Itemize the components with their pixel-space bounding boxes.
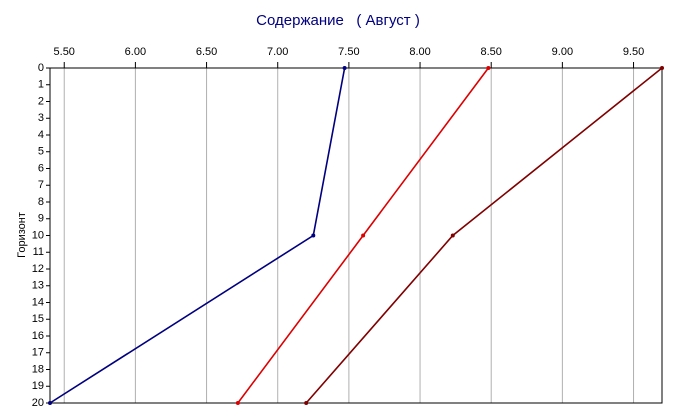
y-tick-label: 6 <box>38 162 44 174</box>
point <box>486 66 491 70</box>
y-tick-label: 7 <box>38 179 44 191</box>
point <box>361 233 366 238</box>
y-tick-label: 3 <box>38 112 44 124</box>
y-tick-label: 4 <box>38 129 44 141</box>
series-line <box>305 67 663 404</box>
point <box>450 233 455 238</box>
y-tick-label: 13 <box>32 280 44 292</box>
chart-title: Содержание ( Август ) <box>256 12 420 29</box>
x-tick-label: 5.50 <box>54 46 75 58</box>
y-tick-label: 12 <box>32 263 44 275</box>
y-tick-label: 10 <box>32 229 44 241</box>
point <box>235 401 240 405</box>
point <box>660 66 664 70</box>
x-tick-label: 7.00 <box>267 46 288 58</box>
x-tick-label: 7.50 <box>338 46 359 58</box>
y-tick-label: 9 <box>38 213 44 225</box>
y-tick-label: 17 <box>32 347 44 359</box>
point <box>304 401 309 405</box>
point <box>311 233 316 238</box>
y-tick-label: 2 <box>38 95 44 107</box>
x-tick-label: 8.50 <box>480 46 501 58</box>
x-tick-label: 6.00 <box>125 46 146 58</box>
x-tick-label: 8.00 <box>409 46 430 58</box>
y-tick-label: 20 <box>32 397 44 409</box>
y-tick-label: 8 <box>38 196 44 208</box>
x-tick-label: 9.00 <box>552 46 573 58</box>
y-tick-label: 5 <box>38 146 44 158</box>
series-line <box>49 67 346 404</box>
plot-frame <box>49 67 663 404</box>
y-tick-label: 11 <box>33 246 44 258</box>
y-axis-label: Горизонт <box>16 212 28 258</box>
y-tick-label: 15 <box>32 313 44 325</box>
y-tick-label: 16 <box>32 330 44 342</box>
point <box>342 66 347 70</box>
y-tick-label: 18 <box>32 363 44 375</box>
x-tick-label: 9.50 <box>623 46 644 58</box>
x-tick-label: 6.50 <box>196 46 217 58</box>
y-tick-label: 14 <box>32 296 44 308</box>
point <box>48 401 52 405</box>
y-tick-label: 0 <box>38 62 44 74</box>
y-tick-label: 1 <box>38 79 44 91</box>
y-tick-label: 19 <box>32 380 44 392</box>
